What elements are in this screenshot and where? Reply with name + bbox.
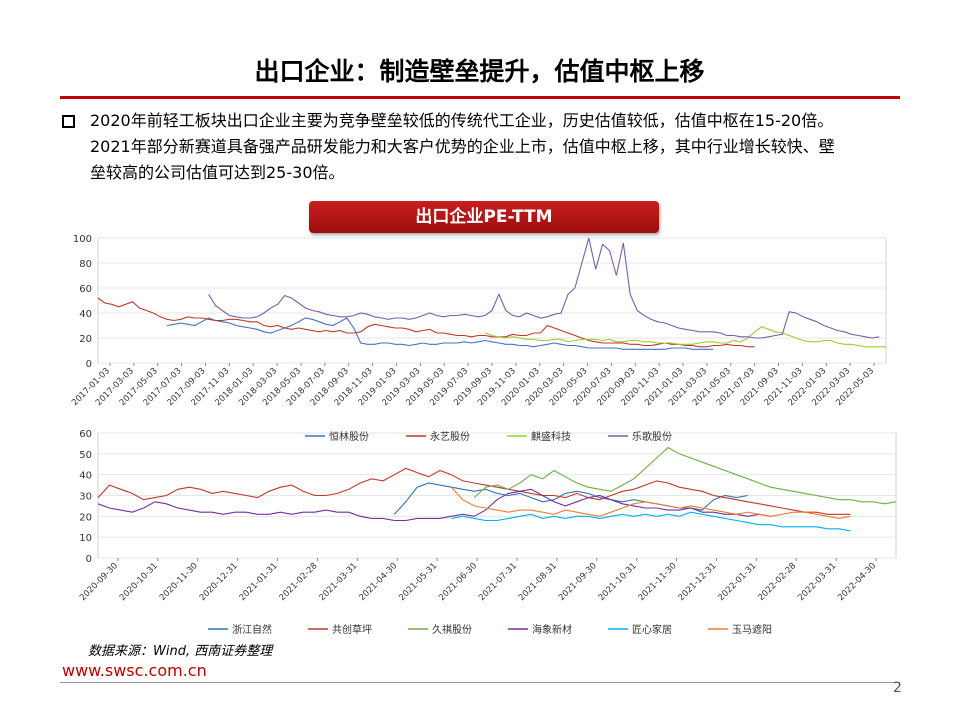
website-link[interactable]: www.swsc.com.cn <box>62 661 207 680</box>
legend-label: 麒盛科技 <box>531 430 571 443</box>
legend-label: 玉马遮阳 <box>732 623 772 636</box>
x-tick-label: 2020-11-30 <box>158 561 200 603</box>
x-tick-label: 2021-08-31 <box>517 561 559 603</box>
legend-label: 久祺股份 <box>432 623 472 636</box>
page-title: 出口企业：制造壁垒提升，估值中枢上移 <box>254 57 705 86</box>
x-tick-label: 2021-04-30 <box>357 561 399 603</box>
title-divider <box>60 96 900 99</box>
x-tick-label: 2021-09-30 <box>557 561 599 603</box>
series-line-5 <box>450 486 851 519</box>
plot-frame-0 <box>97 237 887 364</box>
x-tick-label: 2021-02-28 <box>278 561 320 603</box>
series-line-3 <box>97 488 771 522</box>
legend-label: 共创草坪 <box>332 623 372 636</box>
square-bullet-icon <box>62 115 75 128</box>
bullet-line-3: 垒较高的公司估值可达到25-30倍。 <box>90 163 345 182</box>
series-line-2 <box>484 326 886 348</box>
x-tick-label: 2021-03-31 <box>317 561 359 603</box>
series-line-0 <box>167 317 714 350</box>
series-line-1 <box>97 297 755 348</box>
y-tick-label: 0 <box>86 554 92 565</box>
legend-label: 匠心家居 <box>632 623 672 636</box>
x-tick-label: 2022-03-31 <box>796 561 838 603</box>
y-tick-label: 40 <box>79 471 92 482</box>
x-tick-label: 2021-07-31 <box>477 561 519 603</box>
x-tick-label: 2020-09-30 <box>78 561 120 603</box>
series-line-4 <box>451 511 851 532</box>
legend-label: 恒林股份 <box>329 430 369 443</box>
y-tick-label: 20 <box>79 512 92 523</box>
series-line-1 <box>97 467 851 515</box>
bullet-paragraph: 2020年前轻工板块出口企业主要为竞争壁垒较低的传统代工企业，历史估值较低，估值… <box>62 108 902 186</box>
x-tick-label: 2021-11-30 <box>637 561 679 603</box>
x-tick-label: 2020-10-31 <box>118 561 160 603</box>
chart-badge: 出口企业PE-TTM <box>309 201 659 233</box>
legend-label: 浙江自然 <box>232 623 272 636</box>
legend-label: 海象新材 <box>532 623 572 636</box>
y-tick-label: 30 <box>79 492 92 503</box>
x-tick-label: 2022-01-31 <box>716 561 758 603</box>
series-line-2 <box>473 446 897 505</box>
y-tick-label: 10 <box>79 533 92 544</box>
x-tick-label: 2021-06-30 <box>437 561 479 603</box>
x-tick-label: 2022-04-30 <box>836 561 878 603</box>
x-tick-label: 2021-10-31 <box>597 561 639 603</box>
x-tick-label: 2021-12-31 <box>677 561 719 603</box>
y-tick-label: 100 <box>73 234 92 245</box>
legend-label: 永艺股份 <box>430 430 470 443</box>
legend-label: 乐歌股份 <box>632 430 672 443</box>
x-tick-label: 2020-12-31 <box>198 561 240 603</box>
y-tick-label: 40 <box>79 309 92 320</box>
y-tick-label: 20 <box>79 334 92 345</box>
bullet-line-2: 2021年部分新赛道具备强产品研发能力和大客户优势的企业上市，估值中枢上移，其中… <box>90 137 835 156</box>
y-tick-label: 80 <box>79 259 92 270</box>
y-tick-label: 60 <box>79 429 92 440</box>
source-note: 数据来源：Wind, 西南证券整理 <box>88 644 273 659</box>
x-tick-label: 2021-01-31 <box>238 561 280 603</box>
y-tick-label: 50 <box>79 450 92 461</box>
x-tick-label: 2022-02-28 <box>756 561 798 603</box>
y-tick-label: 60 <box>79 284 92 295</box>
page-number: 2 <box>893 680 902 696</box>
bullet-line-1: 2020年前轻工板块出口企业主要为竞争壁垒较低的传统代工企业，历史估值较低，估值… <box>90 111 834 130</box>
x-tick-label: 2021-05-31 <box>397 561 439 603</box>
y-tick-label: 0 <box>86 359 92 370</box>
footer-divider <box>60 682 900 683</box>
series-line-3 <box>208 237 880 339</box>
